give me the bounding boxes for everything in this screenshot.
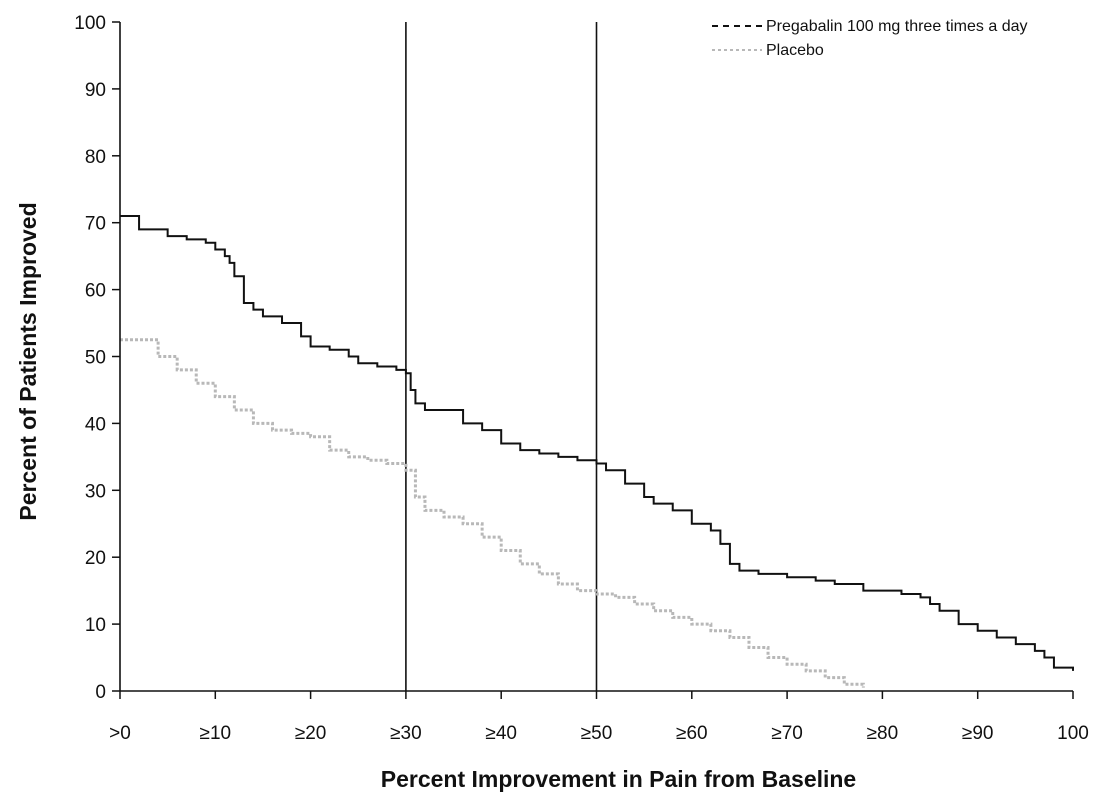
x-tick-label: ≥30 (390, 723, 422, 744)
x-axis-ticks: >0 ≥10 ≥20 ≥30 ≥40 ≥50 ≥60 ≥70 ≥80 ≥90 100 (109, 691, 1089, 744)
pregabalin-series-line (120, 215, 1074, 671)
x-tick-label: ≥10 (200, 723, 232, 744)
x-tick-label: ≥70 (771, 723, 803, 744)
x-tick-label: ≥80 (867, 723, 899, 744)
legend-label: Placebo (766, 42, 824, 59)
y-tick-label: 10 (85, 615, 106, 636)
y-tick-label: 80 (85, 147, 106, 168)
series-layer (120, 215, 1074, 688)
y-tick-label: 100 (74, 13, 106, 34)
y-tick-label: 40 (85, 414, 106, 435)
x-tick-label: ≥40 (485, 723, 517, 744)
legend: Pregabalin 100 mg three times a day Place… (712, 18, 1027, 59)
y-tick-label: 90 (85, 80, 106, 101)
y-axis-ticks: 0 10 20 30 40 50 60 70 80 90 100 (74, 13, 120, 703)
y-axis-title: Percent of Patients Improved (15, 202, 41, 520)
y-tick-label: 70 (85, 214, 106, 235)
x-tick-label: ≥50 (581, 723, 613, 744)
x-tick-label: ≥20 (295, 723, 327, 744)
placebo-series-line (120, 338, 865, 688)
y-tick-label: 50 (85, 348, 106, 369)
reference-lines (405, 22, 598, 691)
y-tick-label: 60 (85, 281, 106, 302)
y-tick-label: 0 (95, 682, 106, 703)
y-tick-label: 20 (85, 548, 106, 569)
legend-label: Pregabalin 100 mg three times a day (766, 18, 1027, 35)
y-tick-label: 30 (85, 481, 106, 502)
x-axis-title: Percent Improvement in Pain from Baselin… (381, 766, 856, 792)
x-tick-label: ≥90 (962, 723, 994, 744)
x-tick-label: 100 (1057, 723, 1089, 744)
x-tick-label: ≥60 (676, 723, 708, 744)
x-tick-label: >0 (109, 723, 131, 744)
